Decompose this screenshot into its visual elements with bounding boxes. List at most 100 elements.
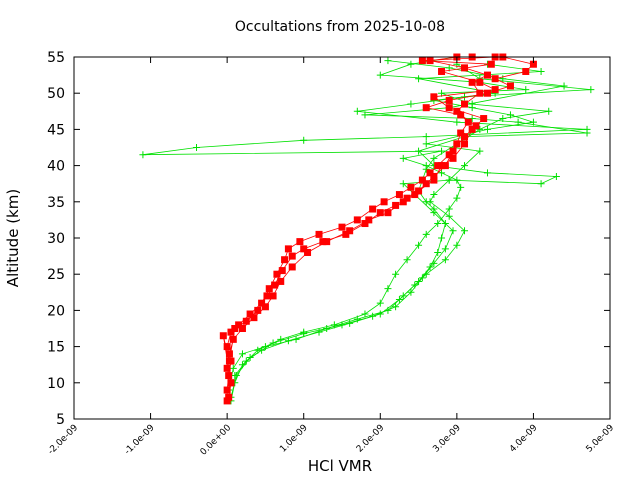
data-point bbox=[392, 201, 400, 209]
data-point bbox=[263, 292, 271, 300]
data-point bbox=[277, 335, 285, 343]
data-point bbox=[483, 89, 491, 97]
data-point bbox=[246, 353, 254, 361]
data-point bbox=[506, 82, 514, 90]
data-point bbox=[361, 310, 369, 318]
data-point bbox=[522, 67, 530, 75]
data-point bbox=[300, 245, 308, 253]
data-point bbox=[430, 154, 438, 162]
data-point bbox=[223, 386, 231, 394]
data-point bbox=[238, 325, 246, 332]
data-point bbox=[506, 111, 514, 119]
series-0 bbox=[139, 53, 595, 405]
data-point bbox=[288, 263, 296, 271]
data-point bbox=[223, 397, 231, 405]
x-tick-label: 0.0e+00 bbox=[199, 423, 234, 458]
data-point bbox=[225, 350, 233, 358]
data-point bbox=[430, 205, 438, 213]
data-point bbox=[483, 169, 491, 177]
data-point bbox=[499, 75, 507, 83]
data-point bbox=[288, 252, 296, 260]
data-point bbox=[338, 223, 346, 231]
data-point bbox=[376, 209, 384, 217]
data-point bbox=[365, 216, 373, 224]
data-point bbox=[346, 227, 354, 235]
data-point bbox=[399, 154, 407, 162]
data-point bbox=[464, 118, 472, 126]
data-point bbox=[461, 140, 469, 148]
data-point bbox=[193, 144, 201, 151]
data-point bbox=[258, 346, 266, 354]
data-point bbox=[250, 314, 258, 322]
data-point bbox=[258, 299, 266, 307]
data-point bbox=[269, 292, 277, 300]
data-point bbox=[422, 180, 430, 188]
data-point bbox=[219, 332, 227, 340]
data-point bbox=[418, 176, 426, 184]
data-point bbox=[223, 364, 231, 372]
data-point bbox=[346, 319, 354, 327]
data-point bbox=[434, 220, 442, 228]
data-point bbox=[552, 172, 560, 180]
data-point bbox=[392, 303, 400, 311]
data-point bbox=[422, 104, 430, 112]
data-point bbox=[246, 310, 254, 318]
data-point bbox=[392, 270, 400, 278]
data-point bbox=[407, 60, 415, 68]
data-point bbox=[229, 364, 237, 372]
data-point bbox=[361, 111, 369, 119]
data-point bbox=[330, 321, 338, 329]
y-tick-label: 35 bbox=[47, 195, 65, 211]
data-point bbox=[376, 299, 384, 307]
data-point bbox=[395, 296, 403, 304]
data-point bbox=[449, 154, 457, 162]
data-point bbox=[300, 330, 308, 338]
data-point bbox=[457, 111, 465, 119]
data-point bbox=[438, 169, 446, 177]
data-point bbox=[315, 230, 323, 238]
data-point bbox=[445, 176, 453, 184]
data-point bbox=[254, 306, 262, 314]
data-point bbox=[445, 212, 453, 220]
data-point bbox=[441, 256, 449, 264]
data-point bbox=[545, 107, 553, 115]
data-point bbox=[227, 379, 235, 387]
data-point bbox=[441, 245, 449, 253]
data-point bbox=[231, 325, 239, 332]
data-point bbox=[476, 78, 484, 86]
series-line bbox=[230, 60, 588, 398]
data-point bbox=[445, 96, 453, 104]
data-point bbox=[384, 285, 392, 293]
plot-frame bbox=[73, 56, 611, 420]
data-point bbox=[438, 67, 446, 75]
data-point bbox=[411, 281, 419, 289]
data-point bbox=[445, 151, 453, 159]
data-point bbox=[483, 125, 491, 133]
data-point bbox=[426, 263, 434, 271]
data-point bbox=[430, 93, 438, 101]
y-tick-label: 45 bbox=[47, 122, 65, 138]
data-point bbox=[415, 75, 423, 83]
data-point bbox=[441, 220, 449, 228]
y-axis-title: Altitude (km) bbox=[4, 189, 22, 287]
data-point bbox=[441, 162, 449, 170]
data-point bbox=[296, 238, 304, 246]
x-tick-label: 2.0e-09 bbox=[355, 423, 387, 455]
data-point bbox=[277, 277, 285, 285]
data-point bbox=[457, 129, 465, 137]
data-point bbox=[242, 317, 250, 325]
data-point bbox=[476, 89, 484, 97]
data-point bbox=[430, 191, 438, 199]
data-point bbox=[461, 100, 469, 108]
data-point bbox=[468, 115, 476, 123]
data-point bbox=[361, 220, 369, 228]
data-point bbox=[273, 270, 281, 278]
data-point bbox=[284, 337, 292, 345]
data-point bbox=[403, 194, 411, 202]
data-point bbox=[376, 310, 384, 318]
data-point bbox=[468, 104, 476, 112]
y-axis-ticks: 5 10 15 20 25 30 35 40 45 50 55 bbox=[47, 50, 610, 428]
data-point bbox=[487, 60, 495, 68]
data-point bbox=[426, 169, 434, 177]
data-point bbox=[319, 238, 327, 246]
